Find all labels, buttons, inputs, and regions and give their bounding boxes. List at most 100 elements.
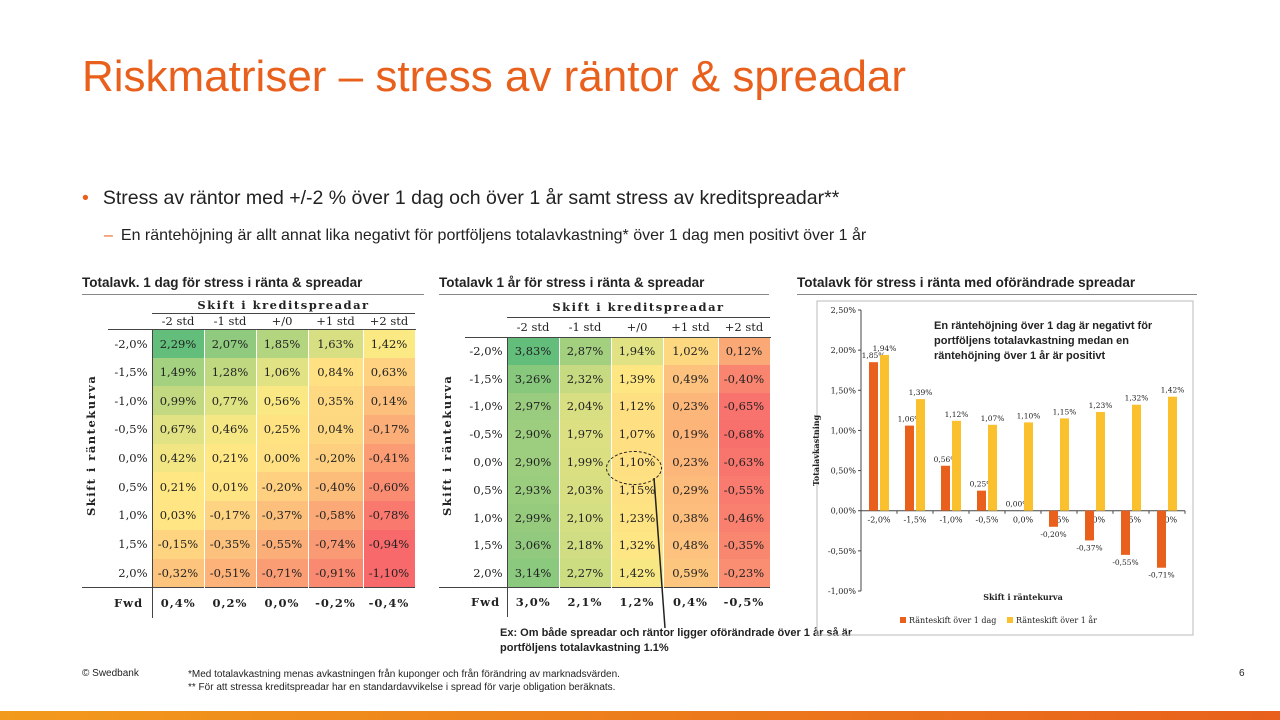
bullet-sub-text: En räntehöjning är allt annat lika negat… xyxy=(120,227,867,244)
matrix-cell: 2,97% xyxy=(507,392,560,421)
blank-corner xyxy=(108,313,152,330)
row-header: -2,0% xyxy=(108,329,153,358)
fwd-label: Fwd xyxy=(465,586,508,617)
data-label: 0,25% xyxy=(970,480,994,489)
y-tick-label: 2,00% xyxy=(831,346,857,355)
matrix-cell: -0,63% xyxy=(718,448,771,476)
y-tick-label: 1,00% xyxy=(831,426,857,435)
matrix-cell: -0,41% xyxy=(363,443,416,473)
matrix-cell: 3,14% xyxy=(507,559,560,588)
blank-cell xyxy=(439,337,465,365)
table-row: 1,5% -0,15% -0,35% -0,55% -0,74% -0,94% xyxy=(82,529,416,559)
blank-cell xyxy=(439,586,465,617)
matrix-cell: 0,67% xyxy=(152,415,205,444)
table-row: -2,0% 2,29% 2,07% 1,85% 1,63% 1,42% xyxy=(82,329,416,358)
matrix-cell: 2,90% xyxy=(507,420,560,449)
chart-note-line: En räntehöjning över 1 dag är negativt f… xyxy=(934,320,1153,332)
data-label: 1,85% xyxy=(862,351,886,360)
fwd-value: 1,2% xyxy=(611,586,663,617)
matrix-cell: 1,23% xyxy=(611,503,664,532)
matrix-cell: 2,07% xyxy=(204,329,257,358)
matrix-cell: 1,28% xyxy=(204,357,257,387)
matrix-cell: -1,10% xyxy=(363,558,416,588)
legend-swatch xyxy=(1007,617,1013,623)
matrix-cell: -0,91% xyxy=(308,558,364,588)
matrix-cell: 0,12% xyxy=(718,337,771,365)
matrix-cell: -0,23% xyxy=(718,559,771,588)
matrix-cell: 3,26% xyxy=(507,364,560,393)
fwd-label: Fwd xyxy=(108,586,153,618)
bar xyxy=(880,354,889,511)
fwd-value: 0,4% xyxy=(663,586,718,617)
matrix-cell: 0,38% xyxy=(663,503,719,532)
matrix-cell: 0,63% xyxy=(363,357,416,387)
matrix-cell: -0,71% xyxy=(256,558,309,588)
matrix1-rate-axis-label: Skift i räntekurva xyxy=(84,374,98,516)
row-header: 2,0% xyxy=(108,558,153,588)
row-header: -1,5% xyxy=(108,357,153,387)
row-header: 1,0% xyxy=(465,503,508,532)
fwd-value: 2,1% xyxy=(559,586,611,617)
column-header: -1 std xyxy=(204,313,256,330)
row-header: 1,5% xyxy=(108,529,153,559)
blank-corner xyxy=(465,317,507,338)
matrix-cell: -0,60% xyxy=(363,472,416,502)
bar xyxy=(1096,411,1105,511)
spread-axis-label: Skift i kreditspreadar xyxy=(152,297,415,314)
row-header: -1,0% xyxy=(108,386,153,416)
matrix-cell: -0,40% xyxy=(308,472,364,502)
matrix-cell: -0,40% xyxy=(718,364,771,393)
matrix-cell: -0,94% xyxy=(363,529,416,559)
table-row: -1,5% 1,49% 1,28% 1,06% 0,84% 0,63% xyxy=(82,357,416,387)
row-header: -0,5% xyxy=(465,420,508,449)
matrix-cell: 1,39% xyxy=(611,364,664,393)
matrix-cell: 1,12% xyxy=(611,392,664,421)
matrix-cell: 1,85% xyxy=(256,329,309,358)
legend-label: Ränteskift över 1 dag xyxy=(909,616,996,625)
blank-cell xyxy=(82,559,108,588)
y-tick-label: 2,50% xyxy=(831,306,857,315)
matrix-cell: 1,99% xyxy=(559,448,612,476)
matrix-cell: 0,77% xyxy=(204,386,257,416)
row-header: 0,5% xyxy=(108,472,153,502)
matrix2-title: Totalavk 1 år för stress i ränta & sprea… xyxy=(439,275,769,295)
matrix-cell: 0,56% xyxy=(256,386,309,416)
y-tick-label: 0,00% xyxy=(831,507,857,516)
bullet-sub: – En räntehöjning är allt annat lika nega… xyxy=(104,227,866,245)
blank-corner xyxy=(108,297,152,313)
matrix-cell: 2,18% xyxy=(559,531,612,560)
bar xyxy=(952,420,961,511)
matrix-cell: 1,49% xyxy=(152,357,205,387)
data-label: -0,55% xyxy=(1112,558,1138,567)
matrix-cell: 2,99% xyxy=(507,503,560,532)
fwd-value: -0,4% xyxy=(363,586,415,618)
row-header: 0,0% xyxy=(108,443,153,473)
table-row: 0,0% 2,90% 1,99% 1,10% 0,23% -0,63% xyxy=(439,448,771,476)
data-label: 1,06% xyxy=(898,415,922,424)
data-label: 1,12% xyxy=(945,410,969,419)
footnotes: *Med totalavkastning menas avkastningen … xyxy=(188,668,620,694)
matrix-cell: 1,42% xyxy=(363,329,416,358)
row-header: -1,5% xyxy=(465,364,508,393)
column-header: +/0 xyxy=(611,317,663,338)
matrix-cell: 0,03% xyxy=(152,501,205,530)
blank-corner xyxy=(465,297,507,317)
bar xyxy=(905,425,914,511)
matrix-cell: -0,20% xyxy=(256,472,309,502)
data-label: 1,23% xyxy=(1089,401,1113,410)
fwd-value: 0,2% xyxy=(204,586,256,618)
data-label: 1,10% xyxy=(1017,411,1041,420)
matrix-cell: 0,21% xyxy=(152,472,205,502)
matrix-cell: 2,90% xyxy=(507,448,560,476)
matrix-cell: 2,10% xyxy=(559,503,612,532)
matrix-cell: 2,32% xyxy=(559,364,612,393)
matrix-cell: 3,83% xyxy=(507,337,560,365)
table-row: 0,5% 0,21% 0,01% -0,20% -0,40% -0,60% xyxy=(82,472,416,502)
row-header: 0,0% xyxy=(465,448,508,476)
table-row: -1,0% 2,97% 2,04% 1,12% 0,23% -0,65% xyxy=(439,392,771,421)
row-header: -0,5% xyxy=(108,415,153,444)
column-header: -2 std xyxy=(152,313,204,330)
matrix-cell: 0,00% xyxy=(256,443,309,473)
matrix-cell: 3,06% xyxy=(507,531,560,560)
matrix-cell: 0,59% xyxy=(663,559,719,588)
